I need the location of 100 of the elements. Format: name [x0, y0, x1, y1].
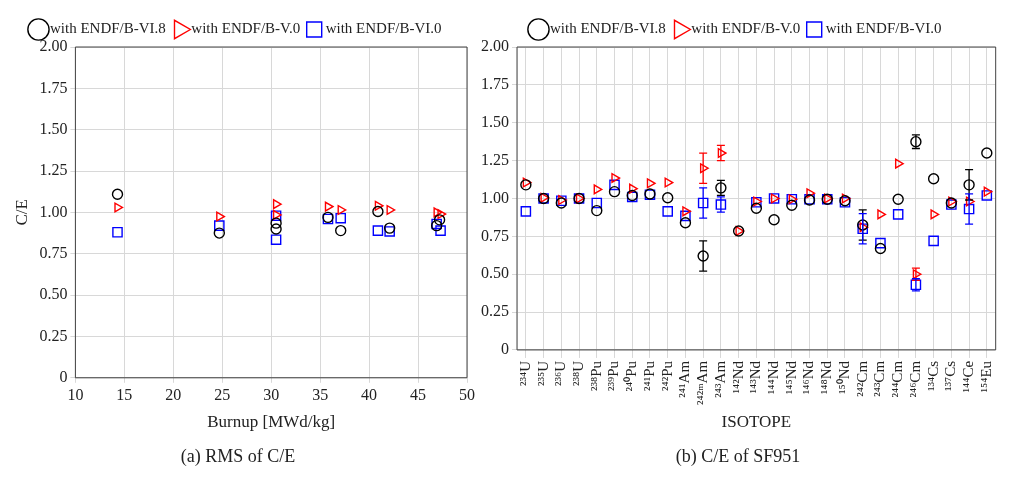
- point: [272, 199, 282, 210]
- point: [520, 206, 532, 217]
- point: [384, 226, 395, 237]
- point: [768, 213, 780, 226]
- x-tick-label: ²⁴³Cm: [871, 360, 888, 397]
- point: [750, 202, 763, 215]
- point: [927, 173, 940, 185]
- x-tick-label: ²³⁸U: [569, 360, 586, 387]
- y-tick-label: 0.50: [481, 264, 509, 282]
- x-tick-label: ²³⁵U: [534, 360, 551, 387]
- x-tick-label: ²³⁸Pu: [587, 360, 604, 392]
- y-tick-label: 2.00: [39, 37, 68, 55]
- point: [963, 203, 975, 215]
- point: [680, 210, 691, 222]
- point: [662, 192, 674, 204]
- point: [894, 158, 904, 169]
- legend-label: with ENDF/B-VI.0: [825, 20, 942, 37]
- point: [611, 172, 621, 184]
- x-tick-label: ¹⁴⁵Nd: [782, 360, 799, 395]
- x-tick-label: ¹⁵⁴Eu: [977, 360, 994, 393]
- point: [591, 197, 603, 209]
- point: [270, 217, 282, 229]
- point: [114, 202, 124, 213]
- point: [433, 214, 446, 226]
- point: [111, 188, 124, 200]
- x-tick-label: ¹⁵⁰Nd: [835, 360, 852, 395]
- y-tick-label: 1.25: [481, 150, 509, 168]
- y-tick-label: 1.25: [39, 161, 68, 179]
- point: [699, 163, 709, 174]
- y-tick-label: 0: [501, 340, 509, 358]
- point: [629, 183, 638, 194]
- x-tick-label: ¹⁴⁸Nd: [818, 360, 835, 395]
- point: [216, 211, 226, 222]
- x-tick-label: ²⁴²ᵐAm: [694, 360, 711, 406]
- y-axis-title: C/E: [11, 199, 31, 226]
- x-tick-label: ²³⁹Pu: [605, 360, 622, 392]
- point: [682, 206, 692, 217]
- x-tick-label: ²⁴¹Pu: [640, 360, 657, 392]
- x-tick-label: 40: [361, 385, 378, 403]
- x-tick-label: 30: [263, 385, 280, 403]
- y-tick-label: 1.75: [39, 78, 68, 96]
- point: [892, 193, 904, 205]
- point: [608, 185, 621, 198]
- point: [270, 234, 282, 245]
- point: [337, 204, 347, 215]
- point: [324, 201, 334, 212]
- point: [965, 196, 975, 207]
- x-tick-label: 35: [312, 385, 329, 403]
- y-tick-label: 1.50: [481, 112, 509, 130]
- legend-label: with ENDF/B-VI.8: [549, 20, 666, 37]
- legend-label: with ENDF/B-V.0: [691, 20, 801, 37]
- y-tick-label: 0.50: [39, 285, 68, 303]
- point: [591, 204, 603, 217]
- y-tick-label: 0.75: [39, 243, 68, 261]
- x-tick-label: ²³⁶U: [552, 360, 569, 387]
- x-tick-label: ¹⁴⁶Nd: [800, 360, 817, 395]
- point: [875, 237, 886, 249]
- point: [717, 148, 727, 159]
- point: [383, 222, 396, 234]
- x-tick-label: ²⁴⁴Cm: [889, 360, 906, 398]
- point: [697, 250, 709, 262]
- point: [335, 224, 347, 237]
- x-tick-label: ²⁴²Pu: [658, 360, 675, 392]
- x-tick-label: ¹⁴²Nd: [729, 360, 746, 394]
- y-tick-label: 1.75: [481, 75, 509, 93]
- point: [646, 178, 656, 189]
- point: [963, 179, 975, 191]
- point: [270, 223, 282, 235]
- x-tick-label: ²⁴⁶Cm: [906, 360, 923, 398]
- point: [981, 190, 993, 201]
- point: [930, 209, 940, 220]
- legend-label: with ENDF/B-V.0: [191, 20, 301, 37]
- x-axis-title: Burnup [MWd/kg]: [207, 411, 336, 431]
- y-tick-label: 1.50: [39, 119, 68, 137]
- point: [981, 147, 993, 159]
- point: [679, 217, 692, 229]
- x-tick-label: ¹³⁴Cs: [924, 360, 941, 392]
- x-tick-label: ¹⁴³Nd: [747, 360, 764, 394]
- y-tick-label: 1.00: [39, 202, 68, 220]
- point: [335, 212, 347, 224]
- x-tick-label: 20: [165, 385, 182, 403]
- legend-label: with ENDF/B-VI.0: [325, 20, 442, 37]
- point: [697, 197, 709, 209]
- x-tick-label: ²⁴¹Am: [676, 360, 693, 398]
- x-tick-label: ²³⁴U: [516, 360, 533, 387]
- point: [593, 184, 603, 195]
- x-tick-label: 10: [67, 385, 84, 403]
- point: [983, 186, 993, 197]
- point: [433, 207, 443, 218]
- point: [435, 225, 446, 236]
- point: [877, 209, 887, 220]
- x-tick-label: 50: [459, 385, 475, 403]
- x-axis-title: ISOTOPE: [721, 411, 792, 431]
- point: [386, 204, 396, 215]
- point: [892, 209, 904, 220]
- y-tick-label: 0.25: [481, 302, 509, 320]
- point: [664, 177, 674, 188]
- point: [112, 226, 123, 238]
- x-tick-label: ¹⁴⁴Ce: [960, 360, 977, 393]
- x-tick-label: ¹³⁷Cs: [942, 360, 959, 392]
